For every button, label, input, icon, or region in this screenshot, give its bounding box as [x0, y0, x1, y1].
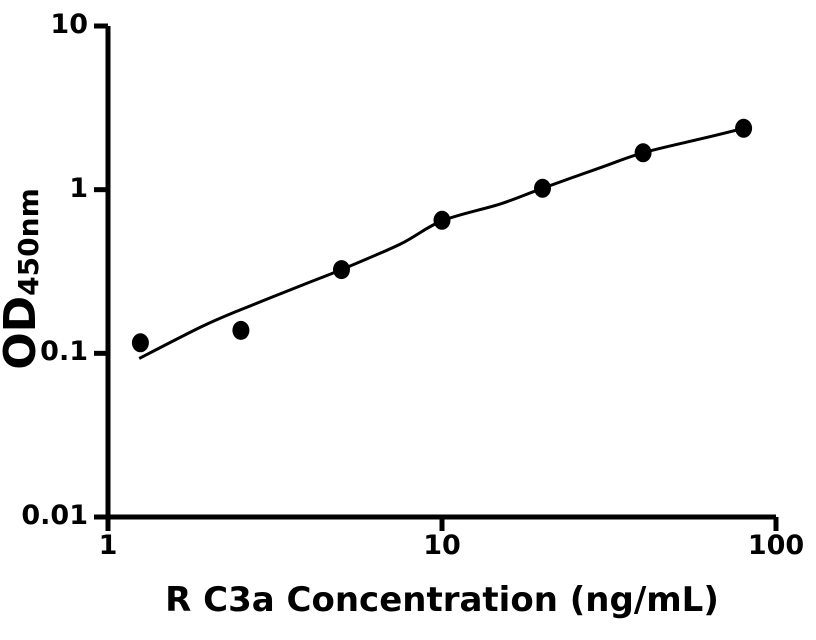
fit-curve-line — [138, 126, 744, 360]
data-point-marker — [333, 260, 350, 280]
x-axis-title: R C3a Concentration (ng/mL) — [165, 580, 719, 620]
x-tick-label: 100 — [747, 530, 805, 561]
data-point-marker — [534, 178, 551, 198]
data-point-marker — [433, 210, 451, 230]
y-tick-label: 10 — [50, 9, 88, 40]
y-axis-title-sub: 450nm — [12, 188, 45, 296]
x-tick-label: 10 — [423, 530, 461, 561]
data-point-marker — [735, 118, 753, 138]
y-tick-label: 0.1 — [40, 336, 88, 368]
x-tick-label: 1 — [98, 530, 118, 561]
y-axis-title: OD 450nm — [0, 188, 46, 370]
y-tick-label: 1 — [69, 172, 88, 204]
data-point-marker — [131, 333, 149, 353]
y-tick-label: 0.01 — [21, 500, 88, 531]
data-point-marker — [232, 320, 250, 340]
data-point-marker — [634, 143, 652, 163]
axis-spines — [105, 26, 776, 520]
